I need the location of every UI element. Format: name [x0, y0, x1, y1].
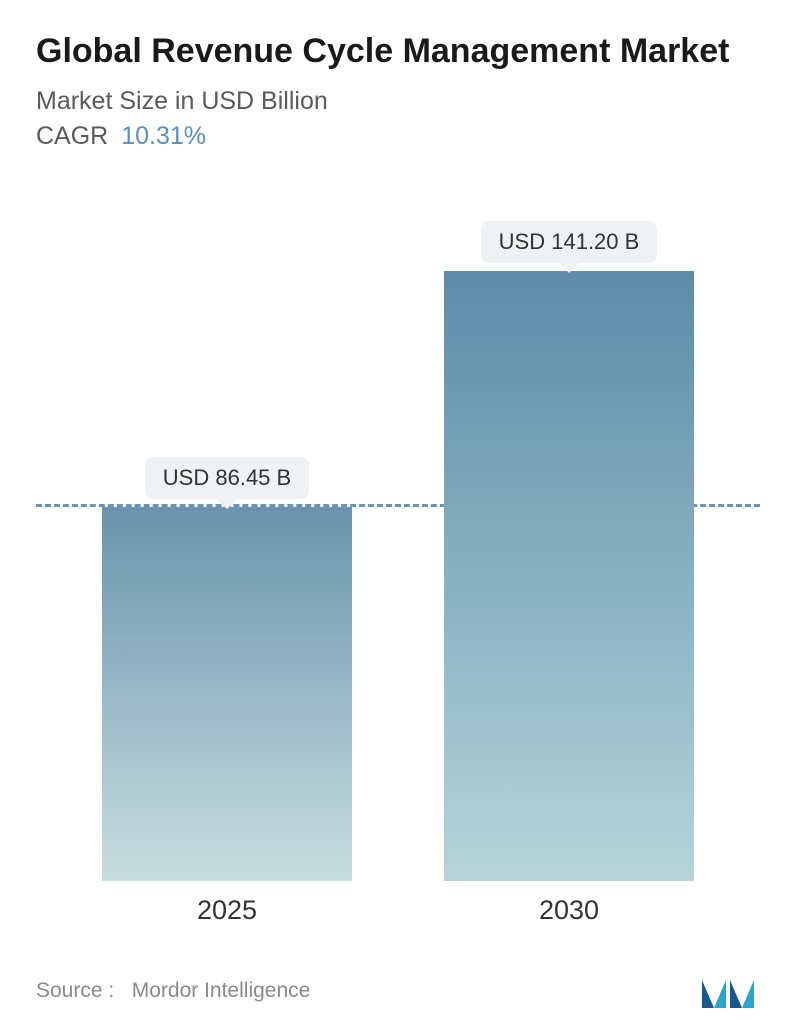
cagr-label: CAGR [36, 122, 108, 150]
footer: Source : Mordor Intelligence [36, 972, 760, 1010]
badge-pointer-icon [217, 499, 237, 509]
value-badge: USD 86.45 B [145, 457, 309, 499]
x-axis-label: 2025 [102, 895, 352, 926]
bar-wrap: USD 141.20 B [444, 221, 694, 881]
source-name: Mordor Intelligence [132, 979, 311, 1002]
value-badge: USD 141.20 B [481, 221, 658, 263]
bars-container: USD 86.45 B USD 141.20 B [36, 201, 760, 881]
mordor-logo-icon [700, 972, 760, 1010]
source-attribution: Source : Mordor Intelligence [36, 979, 310, 1003]
bar [444, 271, 694, 881]
chart-subtitle: Market Size in USD Billion [36, 87, 760, 116]
chart-area: USD 86.45 B USD 141.20 B [36, 201, 760, 881]
cagr-value: 10.31% [121, 122, 206, 150]
bar [102, 507, 352, 880]
x-axis-label: 2030 [444, 895, 694, 926]
source-label: Source : [36, 979, 114, 1002]
bar-wrap: USD 86.45 B [102, 457, 352, 880]
chart-title: Global Revenue Cycle Management Market [36, 30, 760, 73]
badge-pointer-icon [559, 263, 579, 273]
x-axis-labels: 2025 2030 [36, 881, 760, 926]
cagr-row: CAGR 10.31% [36, 122, 760, 151]
